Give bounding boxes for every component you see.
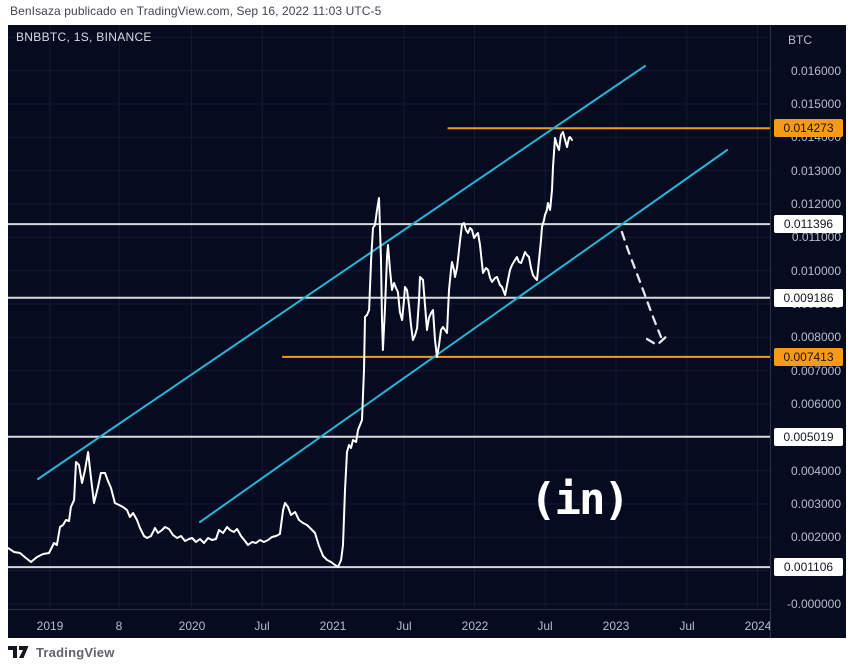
symbol-legend[interactable]: BNBBTC, 1S, BINANCE: [16, 30, 152, 44]
chart-pane[interactable]: BNBBTC, 1S, BINANCE (in) BTC 0.016000 0.0…: [8, 25, 846, 638]
trendline-channel-upper[interactable]: [37, 65, 646, 480]
price-level-badge: 0.014273: [774, 119, 843, 137]
beincrypto-watermark-logo: (in): [530, 474, 630, 525]
price-level-badge: 0.007413: [774, 348, 843, 366]
price-level-badge: 0.001106: [774, 558, 843, 576]
x-axis-label: 2022: [461, 619, 489, 633]
x-axis-label: 2020: [178, 619, 206, 633]
price-line: [8, 131, 573, 568]
price-level-badge: 0.011396: [774, 215, 843, 233]
time-scale[interactable]: 2019 8 2020 Jul 2021 Jul 2022 Jul 2023 Jul 2024: [8, 609, 846, 638]
x-axis-label: Jul: [679, 619, 695, 633]
x-axis-label: 2023: [602, 619, 630, 633]
y-axis-label: 0.011000: [791, 230, 841, 244]
y-axis-label: -0.000000: [786, 597, 841, 611]
y-axis-label: 0.004000: [790, 464, 841, 478]
trendline-channel-lower[interactable]: [199, 149, 729, 523]
x-axis-label: 2019: [36, 619, 64, 633]
y-axis-label: 0.007000: [790, 364, 841, 378]
x-axis-label: 2024: [744, 619, 772, 633]
price-level-badge: 0.005019: [774, 428, 843, 446]
y-axis-label: 0.010000: [790, 264, 841, 278]
tradingview-attribution[interactable]: TradingView: [8, 645, 115, 660]
tradingview-brand-text: TradingView: [36, 645, 115, 660]
projection-path-0[interactable]: [620, 230, 663, 339]
attribution-text: BenIsaza publicado en TradingView.com, S…: [10, 4, 382, 18]
y-axis-label: 0.003000: [790, 497, 841, 511]
y-axis-label: 0.016000: [790, 64, 841, 78]
y-axis-label: 0.013000: [790, 164, 841, 178]
x-axis-label: Jul: [537, 619, 553, 633]
x-axis-label: Jul: [396, 619, 412, 633]
y-axis-label: 0.015000: [790, 97, 841, 111]
price-scale[interactable]: BTC 0.016000 0.015000 0.014000 0.013000 0.01…: [770, 25, 846, 638]
y-axis-label: 0.002000: [790, 530, 841, 544]
projection-path-1[interactable]: [645, 332, 671, 347]
y-axis-label: 0.012000: [790, 197, 841, 211]
x-axis-label: Jul: [254, 619, 270, 633]
y-axis-label: 0.008000: [790, 330, 841, 344]
x-axis-label: 8: [115, 619, 123, 633]
y-axis-label: 0.006000: [790, 397, 841, 411]
tradingview-logo-icon: [8, 646, 29, 658]
chart-plot[interactable]: [8, 25, 770, 609]
x-axis-label: 2021: [319, 619, 347, 633]
currency-label: BTC: [788, 33, 812, 47]
price-level-badge: 0.009186: [774, 289, 843, 307]
